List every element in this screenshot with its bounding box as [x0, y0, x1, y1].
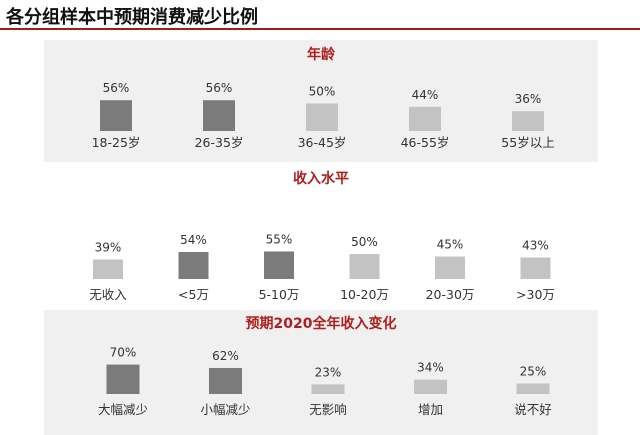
data-label: 62%: [212, 349, 239, 363]
category-label: 10-20万: [340, 287, 389, 302]
bar: [178, 252, 209, 279]
bar: [106, 364, 140, 394]
bar: [209, 367, 242, 394]
data-label: 56%: [206, 81, 233, 95]
category-label: <5万: [178, 287, 209, 302]
data-label: 36%: [515, 92, 542, 106]
bar: [435, 256, 465, 279]
category-label: 小幅减少: [200, 402, 250, 417]
data-label: 54%: [180, 233, 207, 247]
bar: [93, 259, 123, 279]
data-label: 43%: [522, 239, 549, 253]
income-change-chart: 预期2020全年收入变化 70% 大幅减少 62% 小幅减少 23% 无影响 34% 增加 25%…: [98, 315, 552, 417]
data-label: 56%: [103, 81, 130, 95]
data-label: 39%: [95, 241, 122, 255]
bar: [349, 254, 380, 279]
bar: [520, 257, 551, 279]
category-label: 36-45岁: [298, 135, 347, 150]
bar: [311, 384, 345, 394]
age-panel-background: [44, 40, 598, 162]
category-label: 大幅减少: [98, 402, 148, 417]
chart-title: 预期2020全年收入变化: [246, 315, 397, 332]
chart-title: 收入水平: [293, 170, 349, 187]
income-chart: 收入水平 39% 无收入 54% <5万 55% 5-10万 50% 10-20万 45% 20-3…: [89, 170, 555, 302]
data-label: 55%: [266, 233, 293, 247]
bar: [264, 251, 294, 279]
page-title: 各分组样本中预期消费减少比例: [6, 7, 258, 28]
data-label: 50%: [351, 235, 378, 249]
bar: [100, 100, 132, 131]
data-label: 50%: [309, 85, 336, 99]
age-chart: 年龄 56% 18-25岁 56% 26-35岁 50% 36-45岁 44% 46-55岁 36…: [92, 46, 555, 150]
bar: [512, 111, 544, 131]
data-label: 44%: [412, 88, 439, 102]
data-label: 25%: [520, 365, 547, 379]
bar: [203, 100, 235, 131]
data-label: 34%: [417, 361, 444, 375]
chart-title: 年龄: [307, 46, 336, 63]
bar: [414, 379, 447, 394]
category-label: 无收入: [89, 287, 127, 302]
data-label: 70%: [110, 346, 137, 360]
category-label: 增加: [418, 402, 443, 417]
bar: [516, 383, 550, 394]
category-label: >30万: [516, 287, 555, 302]
data-label: 23%: [315, 365, 342, 379]
bar: [409, 106, 441, 131]
title-rule: [0, 28, 640, 30]
category-label: 20-30万: [426, 287, 475, 302]
category-label: 26-35岁: [195, 135, 244, 150]
category-label: 46-55岁: [401, 135, 450, 150]
category-label: 无影响: [309, 402, 347, 417]
category-label: 18-25岁: [92, 135, 141, 150]
data-label: 45%: [437, 238, 464, 252]
category-label: 说不好: [514, 402, 552, 417]
bar: [306, 103, 338, 131]
category-label: 5-10万: [259, 287, 300, 302]
category-label: 55岁以上: [501, 135, 554, 150]
